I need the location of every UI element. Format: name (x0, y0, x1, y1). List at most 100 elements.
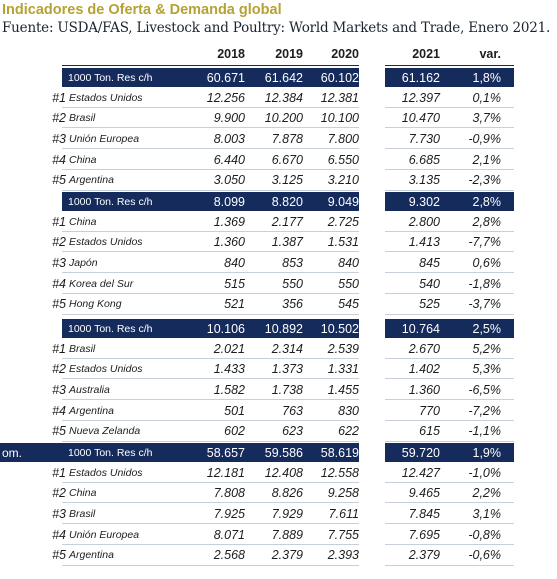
value-cell: 3.210 (327, 173, 359, 188)
value-cell: 623 (282, 424, 303, 439)
country-name: Japón (69, 256, 98, 269)
row-separator (385, 168, 514, 170)
row-separator (385, 543, 514, 545)
value-cell: 7.878 (271, 131, 303, 146)
value-cell: 12.381 (320, 90, 359, 105)
total-band-left (0, 443, 359, 462)
row-separator (62, 189, 359, 191)
table-row: #1 Brasil 2.021 2.314 2.539 2.670 5,2% (0, 338, 557, 359)
row-separator (385, 148, 514, 150)
value-cell: -3,7% (468, 297, 501, 312)
value-cell: 12.558 (320, 465, 359, 480)
value-cell: 12.384 (264, 90, 303, 105)
total-value: 9.049 (327, 194, 359, 209)
value-cell: 12.181 (206, 465, 245, 480)
row-separator (385, 127, 514, 129)
value-cell: -1,8% (468, 276, 501, 291)
value-cell: 1.369 (213, 214, 245, 229)
row-separator (62, 378, 359, 380)
row-separator (62, 313, 359, 315)
total-value: 60.671 (206, 70, 245, 85)
column-header-2020: 2020 (331, 47, 359, 61)
row-separator (62, 502, 359, 504)
total-band-right (385, 68, 514, 87)
value-cell: 6.550 (327, 152, 359, 167)
value-cell: 840 (224, 255, 245, 270)
table-row: #3 Unión Europea 8.003 7.878 7.800 7.730 -0,9% (0, 128, 557, 149)
total-band-left (62, 319, 359, 338)
total-band-left (62, 192, 359, 211)
rank-label: #3 (52, 131, 66, 146)
value-cell: 7.755 (327, 527, 359, 542)
value-cell: 3,7% (472, 111, 502, 126)
value-cell: 622 (338, 424, 359, 439)
total-value: 8.099 (213, 194, 245, 209)
value-cell: -7,7% (468, 235, 501, 250)
row-separator (62, 440, 359, 442)
row-separator (385, 564, 514, 566)
value-cell: 7.925 (213, 506, 245, 521)
row-separator (385, 357, 514, 359)
value-cell: 6.440 (213, 152, 245, 167)
value-cell: 2,1% (472, 152, 502, 167)
value-cell: 5,2% (472, 341, 502, 356)
value-cell: 8.826 (271, 486, 303, 501)
value-cell: -7,2% (468, 403, 501, 418)
rank-label: #1 (52, 465, 66, 480)
value-cell: -0,6% (468, 548, 501, 563)
rank-label: #5 (52, 424, 66, 439)
value-cell: -1,1% (468, 424, 501, 439)
row-separator (385, 523, 514, 525)
value-cell: 7.611 (328, 506, 359, 521)
row-separator (385, 251, 514, 253)
value-cell: 840 (338, 255, 359, 270)
value-cell: 3,1% (472, 506, 502, 521)
value-cell: 10.470 (401, 111, 440, 126)
column-header-2021: 2021 (412, 47, 440, 61)
header-rule-left (62, 65, 359, 66)
value-cell: 2,8% (472, 214, 502, 229)
value-cell: 9.258 (327, 486, 359, 501)
value-cell: 2.314 (271, 341, 303, 356)
table-row: #4 Unión Europea 8.071 7.889 7.755 7.695 -0,8% (0, 524, 557, 545)
value-cell: -2,3% (468, 173, 501, 188)
value-cell: 9.465 (408, 486, 440, 501)
country-name: Nueva Zelanda (69, 425, 141, 438)
table-row: #3 Japón 840 853 840 845 0,6% (0, 252, 557, 273)
row-separator (62, 251, 359, 253)
value-cell: 2.568 (213, 548, 245, 563)
value-cell: 7.800 (327, 131, 359, 146)
total-band-right (385, 192, 514, 211)
table-row: #5 Argentina 2.568 2.379 2.393 2.379 -0,6% (0, 545, 557, 566)
row-separator (385, 106, 514, 108)
table-row: #1 Estados Unidos 12.181 12.408 12.558 12.427… (0, 462, 557, 483)
total-value: 58.619 (320, 445, 359, 460)
value-cell: 5,3% (472, 362, 502, 377)
value-cell: 515 (224, 276, 245, 291)
total-value: 1,9% (472, 445, 502, 460)
total-value: 59.720 (401, 445, 440, 460)
value-cell: -0,8% (468, 527, 501, 542)
value-cell: 853 (282, 255, 303, 270)
country-name: Korea del Sur (69, 277, 134, 290)
total-value: 58.657 (206, 445, 245, 460)
value-cell: 2.379 (271, 548, 303, 563)
total-value: 1,8% (472, 70, 502, 85)
rank-label: #3 (52, 255, 66, 270)
rank-label: #1 (52, 214, 66, 229)
value-cell: 2.021 (213, 341, 245, 356)
value-cell: 1.373 (271, 362, 303, 377)
row-separator (385, 378, 514, 380)
rank-label: #2 (52, 486, 66, 501)
row-separator (62, 523, 359, 525)
table-row: #2 Brasil 9.900 10.200 10.100 10.470 3,7% (0, 108, 557, 129)
rank-label: #1 (52, 341, 66, 356)
value-cell: 3.125 (271, 173, 303, 188)
value-cell: 2.670 (408, 341, 440, 356)
value-cell: 6.670 (271, 152, 303, 167)
value-cell: -6,5% (468, 382, 501, 397)
value-cell: 1.331 (327, 362, 359, 377)
value-cell: 0,6% (472, 255, 502, 270)
value-cell: 1.433 (213, 362, 245, 377)
row-separator (62, 481, 359, 483)
